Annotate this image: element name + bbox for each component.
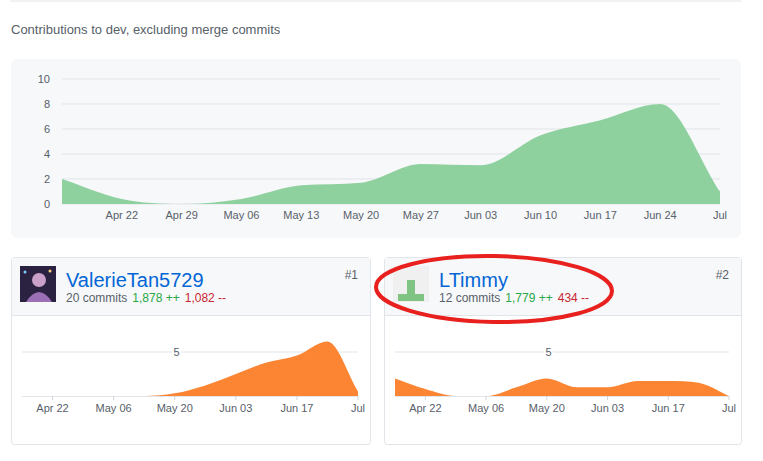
- x-tick-label: Jun 03: [219, 402, 252, 414]
- x-tick-label: Apr 22: [106, 209, 138, 221]
- x-tick: [358, 396, 359, 400]
- x-tick-label: Jul: [351, 402, 365, 414]
- contributor-stats: 20 commits 1,878 ++ 1,082 --: [66, 291, 226, 305]
- highlight-ellipse: [375, 254, 612, 324]
- contributor-rank: #2: [716, 268, 730, 282]
- x-tick-label: May 20: [343, 209, 379, 221]
- x-tick-label: Jun 10: [524, 209, 557, 221]
- x-tick-label: Jun 03: [464, 209, 497, 221]
- card-header: [385, 258, 741, 315]
- chart-background: [11, 59, 741, 238]
- x-tick-label: Jul: [722, 402, 736, 414]
- y-tick-label: 0: [44, 198, 50, 210]
- x-tick: [486, 396, 487, 400]
- avatar-light: [49, 270, 52, 273]
- x-tick-label: Jun 17: [584, 209, 617, 221]
- avatar-light: [24, 271, 27, 274]
- y-tick-label: 4: [44, 148, 50, 160]
- separator: [10, 1, 741, 2]
- y-tick-label: 6: [44, 123, 50, 135]
- x-tick-label: Apr 29: [165, 209, 197, 221]
- avatar-identicon: [398, 294, 424, 301]
- y-tick-label: 2: [44, 173, 50, 185]
- x-tick-label: Jun 24: [644, 209, 677, 221]
- chart-title: Contributions to dev, excluding merge co…: [11, 22, 281, 37]
- contributor-rank: #1: [345, 268, 359, 282]
- x-tick-label: Jun 03: [591, 402, 624, 414]
- x-tick: [52, 396, 53, 400]
- contributor-name[interactable]: LTimmy: [439, 269, 508, 291]
- additions: 1,878 ++: [132, 291, 179, 305]
- contributor-stats: 12 commits 1,779 ++ 434 --: [439, 291, 589, 305]
- deletions: 434 --: [558, 291, 589, 305]
- y-tick-label: 8: [44, 98, 50, 110]
- area: [62, 104, 720, 204]
- x-tick: [113, 396, 114, 400]
- x-tick-label: Jun 17: [280, 402, 313, 414]
- avatar: [20, 266, 56, 302]
- x-tick: [425, 396, 426, 400]
- x-tick: [729, 396, 730, 400]
- area: [395, 378, 729, 396]
- x-tick-label: Jun 17: [652, 402, 685, 414]
- avatar-figure: [26, 292, 52, 302]
- card-header: [12, 258, 370, 315]
- avatar: [393, 266, 429, 302]
- x-tick-label: May 27: [403, 209, 439, 221]
- x-tick-label: Apr 22: [409, 402, 441, 414]
- grid-line: [62, 104, 720, 105]
- x-axis-line: [395, 396, 729, 397]
- x-tick: [174, 396, 175, 400]
- commit-count: 12 commits: [439, 291, 500, 305]
- deletions: 1,082 --: [185, 291, 226, 305]
- x-tick: [296, 396, 297, 400]
- grid-line: [395, 352, 729, 353]
- x-tick-label: Jul: [713, 209, 727, 221]
- card-divider: [12, 315, 371, 316]
- plot-area: [395, 378, 729, 396]
- grid-line: [62, 79, 720, 80]
- contributor-name[interactable]: ValerieTan5729: [66, 269, 204, 291]
- x-tick-label: May 13: [283, 209, 319, 221]
- plot-area: [62, 104, 720, 204]
- x-tick: [607, 396, 608, 400]
- avatar-figure: [32, 273, 46, 287]
- y-tick-label: 5: [173, 346, 179, 358]
- page: Contributions to dev, excluding merge co…: [0, 0, 763, 461]
- x-tick-label: May 20: [529, 402, 565, 414]
- contributor-card: [12, 258, 371, 445]
- x-tick-label: May 06: [96, 402, 132, 414]
- x-tick-label: Apr 22: [36, 402, 68, 414]
- additions: 1,779 ++: [505, 291, 552, 305]
- x-axis-line: [22, 396, 358, 397]
- y-tick-label: 5: [546, 346, 552, 358]
- plot-area: [22, 341, 358, 396]
- contributor-card: [385, 258, 742, 445]
- x-tick-label: May 06: [223, 209, 259, 221]
- x-tick: [546, 396, 547, 400]
- commit-count: 20 commits: [66, 291, 127, 305]
- x-tick-label: May 06: [468, 402, 504, 414]
- x-tick-label: May 20: [157, 402, 193, 414]
- screenshot: Contributions to dev, excluding merge co…: [0, 0, 763, 461]
- y-tick-label: 10: [38, 73, 50, 85]
- x-tick: [668, 396, 669, 400]
- x-tick: [235, 396, 236, 400]
- avatar-identicon: [407, 280, 415, 294]
- area: [22, 341, 358, 396]
